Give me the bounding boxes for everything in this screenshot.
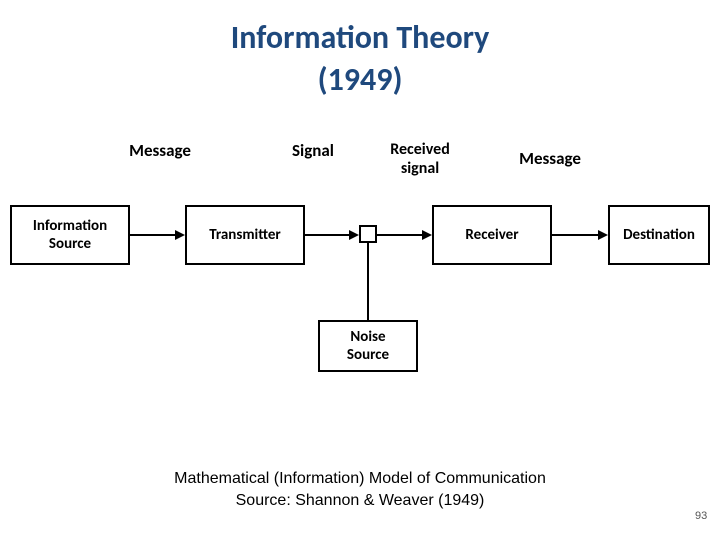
node-destination: Destination <box>608 205 710 265</box>
arrow-4-line <box>552 234 600 236</box>
arrow-1-head <box>175 230 185 240</box>
page-number: 93 <box>695 510 707 522</box>
edge-label-signal: Signal <box>273 140 353 161</box>
title-line2: (1949) <box>0 60 720 99</box>
title-line1: Information Theory <box>0 18 720 57</box>
node-receiver: Receiver <box>432 205 552 265</box>
edge-label-received-signal: Receivedsignal <box>365 140 475 178</box>
junction-box <box>359 225 377 243</box>
arrow-2-head <box>349 230 359 240</box>
arrow-3-line <box>377 234 424 236</box>
node-transmitter: Transmitter <box>185 205 305 265</box>
node-information-source: InformationSource <box>10 205 130 265</box>
arrow-1-line <box>130 234 177 236</box>
node-noise-source: NoiseSource <box>318 320 418 372</box>
caption-line2: Source: Shannon & Weaver (1949) <box>0 492 720 510</box>
caption-line1: Mathematical (Information) Model of Comm… <box>0 470 720 488</box>
edge-label-message2: Message <box>495 148 605 169</box>
edge-label-message1: Message <box>105 140 215 161</box>
noise-vert-line <box>367 243 369 320</box>
arrow-4-head <box>598 230 608 240</box>
arrow-3-head <box>422 230 432 240</box>
arrow-2-line <box>305 234 351 236</box>
